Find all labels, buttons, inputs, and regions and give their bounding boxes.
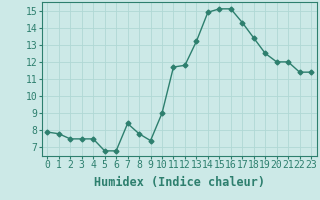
X-axis label: Humidex (Indice chaleur): Humidex (Indice chaleur) <box>94 176 265 189</box>
